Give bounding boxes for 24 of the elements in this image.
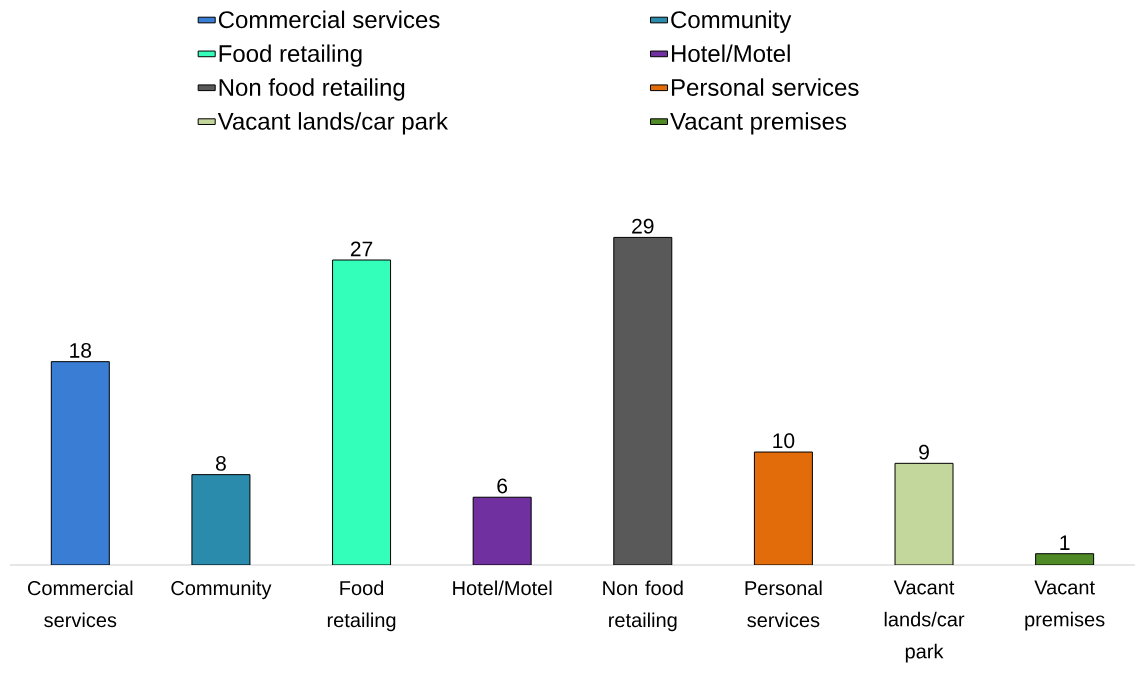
- x-tick-label: Community: [171, 580, 272, 600]
- legend-label: Vacant premises: [670, 112, 847, 135]
- x-tick-label: Vacant lands/car park: [884, 580, 965, 663]
- x-tick-label: Non food retailing: [603, 580, 683, 632]
- x-tick-label: Hotel/Motel: [453, 580, 552, 596]
- legend-label: Commercial services: [218, 10, 440, 29]
- data-label: 27: [350, 241, 373, 257]
- legend-label: Hotel/Motel: [671, 44, 790, 63]
- legend-label: Community: [671, 10, 792, 33]
- legend-label: Food retailing: [219, 44, 362, 67]
- x-tick-label: Personal services: [745, 580, 822, 628]
- x-tick-label: Food retailing: [327, 580, 396, 632]
- x-tick-label: Commercial services: [27, 580, 133, 628]
- x-tick-label: Vacant premises: [1025, 580, 1105, 631]
- data-label: 8: [215, 455, 226, 471]
- data-label: 29: [632, 218, 654, 234]
- data-label: 1: [1060, 535, 1070, 550]
- data-label: 9: [919, 444, 929, 460]
- legend-label: Non food retailing: [219, 78, 405, 101]
- data-label: 18: [70, 342, 92, 358]
- data-label: 6: [497, 478, 508, 494]
- data-label: 10: [773, 433, 795, 449]
- legend-label: Vacant lands/car park: [217, 112, 449, 135]
- legend-label: Personal services: [671, 78, 859, 96]
